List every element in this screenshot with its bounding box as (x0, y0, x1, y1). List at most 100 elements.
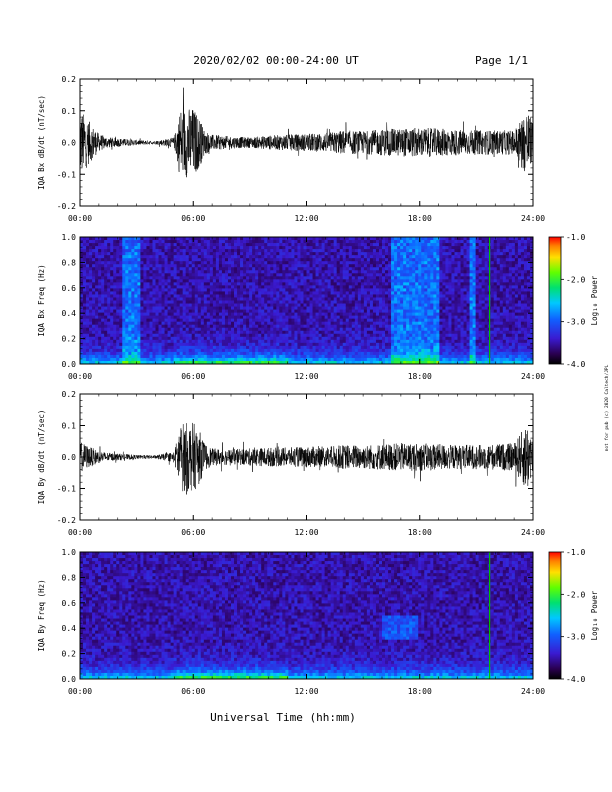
spectrogram-cell (255, 303, 259, 307)
spectrogram-cell (409, 300, 413, 304)
spectrogram-cell (258, 345, 262, 350)
spectrogram-cell (288, 285, 292, 289)
spectrogram-cell (146, 297, 150, 301)
spectrogram-cell (155, 288, 159, 292)
spectrogram-cell (194, 321, 199, 326)
spectrogram-cell (237, 279, 241, 283)
spectrogram-cell (113, 315, 117, 320)
waveform-series (79, 87, 534, 178)
spectrogram-cell (288, 261, 292, 265)
spectrogram-cell (327, 249, 332, 253)
spectrogram-cell (357, 336, 362, 341)
spectrogram-cell (212, 252, 217, 256)
spectrogram-cell (197, 345, 202, 350)
spectrogram-cell (418, 243, 422, 247)
spectrogram-cell (279, 348, 283, 353)
spectrogram-cell (131, 261, 135, 265)
spectrogram-cell (215, 240, 220, 244)
spectrogram-cell (312, 357, 316, 362)
spectrogram-cell (104, 270, 108, 274)
spectrogram-cell (128, 285, 132, 289)
spectrogram-cell (104, 255, 108, 259)
spectrogram-cell (231, 336, 235, 341)
spectrogram-cell (161, 258, 165, 262)
spectrogram-cell (131, 267, 135, 271)
spectrogram-cell (137, 288, 141, 292)
spectrogram-cell (309, 297, 313, 301)
spectrogram-cell (415, 309, 419, 313)
spectrogram-cell (345, 258, 350, 262)
spectrogram-cell (200, 312, 205, 317)
spectrogram-cell (378, 285, 383, 289)
spectrogram-cell (131, 249, 135, 253)
spectrogram-cell (122, 342, 126, 347)
spectrogram-cell (218, 336, 223, 341)
spectrogram-cell (279, 276, 283, 280)
spectrogram-cell (101, 291, 105, 295)
spectrogram-cell (212, 297, 217, 301)
spectrogram-cell (188, 327, 193, 332)
spectrogram-cell (324, 306, 329, 310)
spectrogram-cell (333, 306, 338, 310)
spectrogram-cell (92, 297, 96, 301)
spectrogram-cell (185, 324, 190, 329)
spectrogram-cell (415, 327, 419, 332)
spectrogram-cell (273, 357, 277, 362)
spectrogram-cell (83, 306, 87, 310)
spectrogram-cell (300, 252, 304, 256)
spectrogram-cell (134, 342, 138, 347)
spectrogram-cell (412, 303, 416, 307)
spectrogram-cell (197, 243, 202, 247)
spectrogram-cell (104, 327, 108, 332)
spectrogram-cell (409, 318, 413, 323)
spectrogram-cell (363, 324, 368, 329)
spectrogram-cell (212, 324, 217, 329)
spectrogram-cell (369, 309, 374, 313)
spectrogram-cell (237, 360, 241, 365)
spectrogram-cell (297, 300, 301, 304)
spectrogram-cell (173, 258, 178, 262)
spectrogram-cell (200, 321, 205, 326)
spectrogram-cell (345, 249, 350, 253)
spectrogram-cell (188, 336, 193, 341)
spectrogram-cell (342, 336, 347, 341)
spectrogram-cell (179, 360, 184, 365)
spectrogram-cell (125, 330, 129, 335)
spectrogram-cell (403, 237, 407, 241)
spectrogram-cell (354, 291, 359, 295)
spectrogram-cell (342, 348, 347, 353)
spectrogram-cell (176, 240, 181, 244)
spectrogram-cell (167, 324, 171, 329)
spectrogram-cell (243, 258, 247, 262)
spectrogram-cell (348, 300, 353, 304)
spectrogram-cell (258, 258, 262, 262)
spectrogram-cell (288, 246, 292, 250)
spectrogram-cell (288, 354, 292, 359)
spectrogram-cell (378, 303, 383, 307)
spectrogram-cell (421, 270, 425, 274)
spectrogram-cell (400, 264, 404, 268)
spectrogram-cell (155, 312, 159, 317)
spectrogram-cell (110, 327, 114, 332)
spectrogram-cell (418, 276, 422, 280)
spectrogram-cell (215, 309, 220, 313)
spectrogram-cell (246, 252, 250, 256)
spectrogram-cell (221, 297, 226, 301)
spectrogram-cell (83, 246, 87, 250)
spectrogram-cell (206, 261, 211, 265)
spectrogram-cell (209, 318, 214, 323)
spectrogram-cell (252, 300, 256, 304)
spectrogram-cell (146, 318, 150, 323)
spectrogram-cell (234, 306, 238, 310)
spectrogram-cell (258, 297, 262, 301)
spectrogram-cell (397, 294, 401, 298)
spectrogram-cell (424, 360, 428, 365)
spectrogram-cell (378, 327, 383, 332)
spectrogram-cell (179, 273, 184, 277)
spectrogram-cell (318, 237, 322, 241)
spectrogram-cell (86, 342, 90, 347)
spectrogram-cell (194, 285, 199, 289)
spectrogram-cell (167, 270, 171, 274)
spectrogram-cell (403, 330, 407, 335)
spectrogram-cell (421, 354, 425, 359)
